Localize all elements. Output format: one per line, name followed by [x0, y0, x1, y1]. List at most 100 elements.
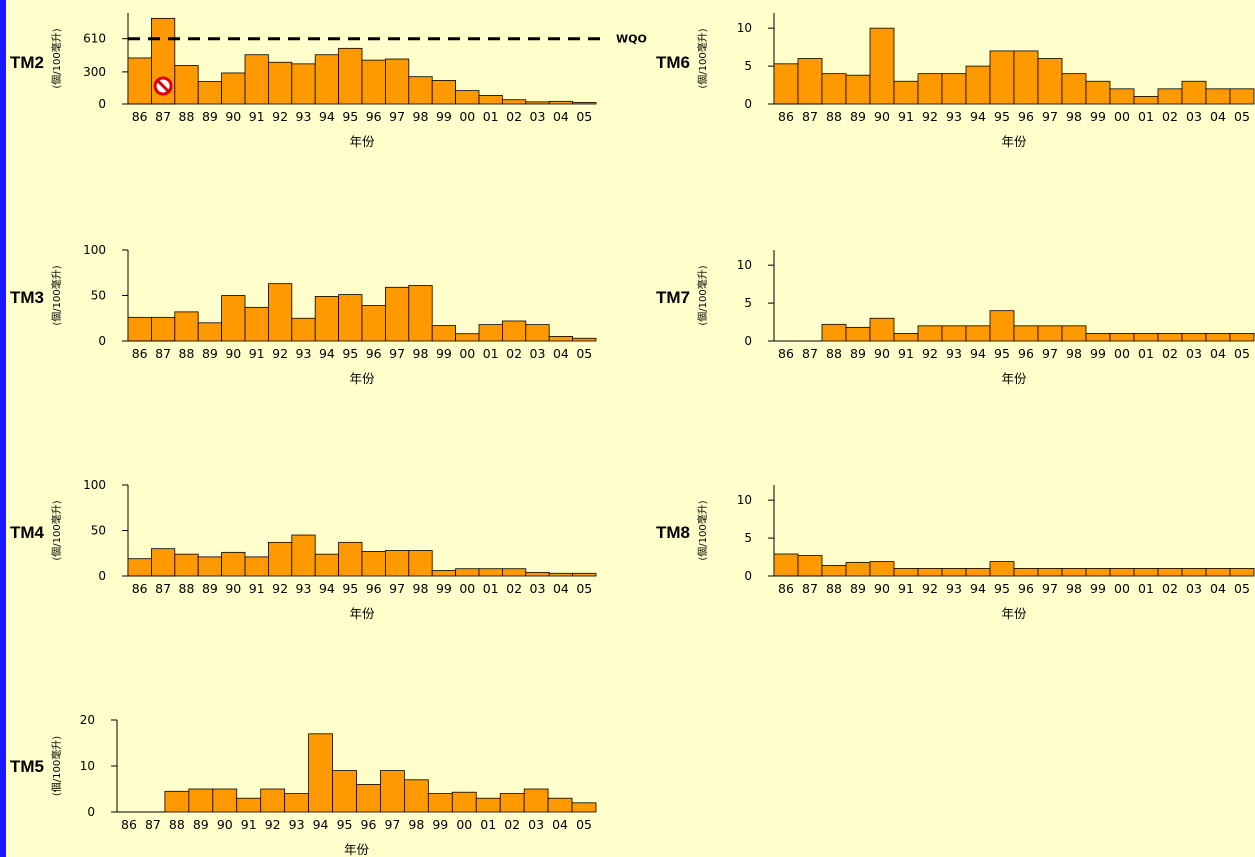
- tm8-bar-01: [1133, 568, 1159, 577]
- tm8-bar-02: [1157, 568, 1183, 577]
- tm7-y-axis-label: (個/100毫升): [696, 265, 709, 325]
- tm2-x-tick-label: 00: [459, 109, 475, 124]
- tm5-bar-91: [236, 797, 262, 813]
- tm8-y-tick-label: 10: [737, 493, 752, 507]
- tm5-bar-93: [284, 793, 309, 813]
- tm8-bar-03: [1181, 568, 1207, 577]
- tm8-x-tick-label: 03: [1186, 581, 1202, 596]
- tm7-bar-91: [893, 333, 919, 342]
- tm4-bar-98: [408, 550, 433, 577]
- tm2-bar-99: [431, 80, 457, 105]
- tm5-bar-99: [427, 793, 453, 813]
- tm7-bar-95: [989, 310, 1015, 342]
- tm5-bar-88: [164, 790, 190, 813]
- tm7-bar-94: [965, 325, 991, 342]
- tm5-x-tick-label: 91: [241, 817, 257, 832]
- tm4-x-tick-label: 91: [249, 581, 265, 596]
- tm6-x-tick-label: 92: [922, 109, 938, 124]
- tm5-x-tick-label: 02: [504, 817, 520, 832]
- tm7-x-tick-label: 00: [1114, 346, 1130, 361]
- tm6-bar-05: [1229, 88, 1255, 105]
- tm8-x-tick-label: 89: [850, 581, 866, 596]
- tm6-bar-00: [1109, 88, 1135, 105]
- tm8-station-label: TM8: [656, 523, 690, 542]
- tm8-x-tick-label: 95: [994, 581, 1010, 596]
- tm2-bar-94: [314, 54, 340, 105]
- tm4-bar-02: [501, 568, 527, 577]
- tm6-x-tick-label: 05: [1234, 109, 1250, 124]
- tm3-bar-00: [455, 333, 480, 342]
- tm2-x-tick-label: 01: [483, 109, 499, 124]
- tm5-x-tick-label: 01: [480, 817, 496, 832]
- tm8-x-tick-label: 93: [946, 581, 962, 596]
- tm7-bar-96: [1013, 325, 1039, 342]
- tm5-bar-98: [403, 779, 429, 813]
- tm4-y-tick-label: 50: [91, 524, 106, 538]
- tm5-y-tick-label: 20: [80, 713, 95, 727]
- tm3-bar-93: [291, 317, 316, 342]
- tm8-bar-98: [1061, 568, 1087, 577]
- tm5-bar-90: [212, 788, 238, 813]
- tm5-x-tick-label: 04: [552, 817, 568, 832]
- tm2-x-tick-label: 95: [342, 109, 358, 124]
- tm3-x-tick-label: 90: [225, 346, 241, 361]
- tm7-x-tick-label: 99: [1090, 346, 1106, 361]
- tm6-y-tick-label: 5: [744, 59, 752, 73]
- tm3-bar-02: [501, 320, 527, 342]
- tm6-x-tick-label: 03: [1186, 109, 1202, 124]
- tm8-x-tick-label: 92: [922, 581, 938, 596]
- tm5-bar-04: [547, 797, 573, 813]
- tm2-bar-00: [455, 90, 480, 105]
- tm3-x-tick-label: 98: [413, 346, 429, 361]
- tm4-bar-05: [572, 572, 597, 577]
- tm6-x-tick-label: 91: [898, 109, 914, 124]
- tm6-x-tick-label: 02: [1162, 109, 1178, 124]
- tm6-x-tick-label: 98: [1066, 109, 1082, 124]
- tm2-y-tick-label: 610: [83, 32, 106, 46]
- tm8-x-tick-label: 97: [1042, 581, 1058, 596]
- tm6-bar-92: [917, 73, 943, 105]
- tm6-x-tick-label: 89: [850, 109, 866, 124]
- tm6-bar-01: [1133, 96, 1159, 105]
- tm4-x-tick-label: 99: [436, 581, 452, 596]
- tm3-bar-86: [127, 316, 152, 342]
- tm3-x-tick-label: 99: [436, 346, 452, 361]
- tm5-bar-92: [260, 788, 286, 813]
- tm4-station-label: TM4: [10, 523, 45, 542]
- tm6-x-tick-label: 96: [1018, 109, 1034, 124]
- tm4-bar-97: [384, 550, 410, 577]
- tm2-x-tick-label: 98: [413, 109, 429, 124]
- tm8-x-tick-label: 04: [1210, 581, 1226, 596]
- tm3-x-tick-label: 96: [366, 346, 382, 361]
- tm4-x-tick-label: 96: [366, 581, 382, 596]
- tm2-x-tick-label: 93: [296, 109, 312, 124]
- tm3-x-tick-label: 01: [483, 346, 499, 361]
- tm2-bar-02: [501, 99, 527, 105]
- tm5-y-tick-label: 10: [80, 759, 95, 773]
- tm5-bar-94: [308, 733, 333, 813]
- tm2-bar-01: [478, 95, 503, 105]
- tm3-bar-95: [338, 294, 363, 342]
- tm6-bar-99: [1085, 80, 1111, 105]
- tm7-x-tick-label: 93: [946, 346, 962, 361]
- tm3-x-tick-label: 88: [179, 346, 195, 361]
- tm5-x-tick-label: 92: [265, 817, 281, 832]
- tm2-x-tick-label: 05: [576, 109, 592, 124]
- tm8-y-tick-label: 5: [744, 531, 752, 545]
- tm5-x-tick-label: 05: [576, 817, 592, 832]
- tm4-x-tick-label: 01: [483, 581, 499, 596]
- tm6-bar-91: [893, 80, 919, 105]
- tm4-x-tick-label: 05: [576, 581, 592, 596]
- tm6-bar-87: [797, 58, 823, 105]
- tm8-x-tick-label: 88: [826, 581, 842, 596]
- tm8-x-tick-label: 96: [1018, 581, 1034, 596]
- tm2-station-label: TM2: [10, 53, 44, 72]
- tm7-y-tick-label: 5: [744, 296, 752, 310]
- tm2-x-axis-label: 年份: [349, 134, 375, 149]
- tm8-bar-90: [869, 561, 895, 577]
- tm3-x-tick-label: 87: [155, 346, 171, 361]
- tm5-bar-00: [451, 791, 477, 813]
- tm4-x-tick-label: 04: [553, 581, 569, 596]
- tm3-bar-96: [361, 305, 386, 342]
